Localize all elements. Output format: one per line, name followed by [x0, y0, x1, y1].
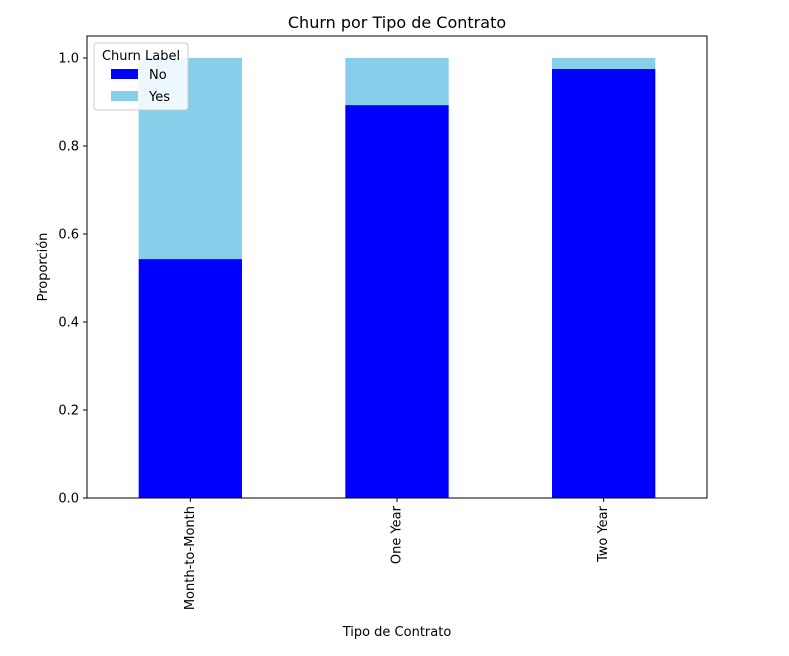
- legend-swatch-no: [111, 69, 138, 79]
- y-tick-label: 0.8: [58, 140, 79, 155]
- y-tick-label: 1.0: [58, 52, 79, 67]
- y-tick-label: 0.2: [58, 404, 79, 419]
- bar-two-year-no: [552, 69, 656, 498]
- bars-layer: [138, 58, 656, 498]
- x-tick-label: One Year: [390, 505, 405, 564]
- y-axis: 0.0 0.2 0.4 0.6 0.8 1.0: [58, 52, 87, 507]
- bar-one-year-no: [345, 105, 449, 498]
- legend-swatch-yes: [111, 91, 138, 101]
- legend: Churn Label No Yes: [93, 42, 189, 111]
- legend-label-yes: Yes: [148, 90, 170, 105]
- bar-two-year-yes: [552, 58, 656, 69]
- legend-label-no: No: [149, 68, 167, 83]
- bar-one-year-yes: [345, 58, 449, 106]
- y-tick-label: 0.0: [58, 492, 79, 507]
- y-tick-label: 0.4: [58, 316, 79, 331]
- bar-month-to-month-no: [138, 259, 242, 498]
- x-tick-label: Month-to-Month: [183, 506, 198, 610]
- y-axis-label: Proporción: [36, 233, 51, 302]
- legend-title: Churn Label: [102, 49, 180, 64]
- x-axis: Month-to-Month One Year Two Year: [183, 498, 611, 610]
- x-axis-label: Tipo de Contrato: [342, 625, 452, 640]
- chart-title: Churn por Tipo de Contrato: [288, 13, 506, 32]
- x-tick-label: Two Year: [596, 505, 611, 563]
- y-tick-label: 0.6: [58, 228, 79, 243]
